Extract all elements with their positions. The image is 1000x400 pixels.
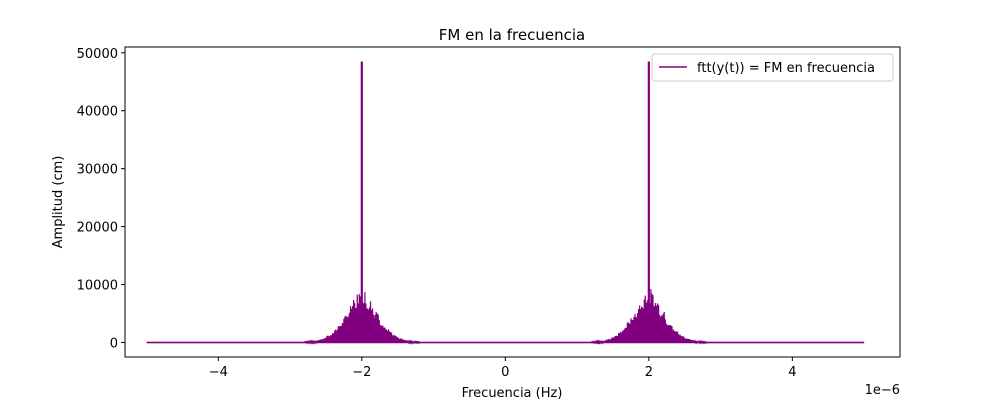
- x-axis-label: Frecuencia (Hz): [462, 386, 563, 400]
- legend-box: [651, 53, 894, 82]
- y-tick-label: 20000: [77, 221, 118, 236]
- y-tick-label: 50000: [77, 47, 118, 62]
- y-tick-label: 0: [110, 337, 118, 352]
- y-axis-label: Amplitud (cm): [51, 156, 66, 249]
- legend: ftt(y(t)) = FM en frecuencia: [651, 53, 894, 82]
- y-axis-ticks: 0 10000 20000 30000 40000 50000: [77, 47, 125, 352]
- series-layer: [146, 61, 865, 345]
- y-tick-label: 40000: [77, 105, 118, 120]
- legend-entry-label: ftt(y(t)) = FM en frecuencia: [697, 61, 875, 76]
- x-tick-label: 2: [645, 365, 653, 380]
- x-tick-label: −4: [209, 365, 228, 380]
- x-tick-label: 4: [788, 365, 796, 380]
- x-tick-label: −2: [352, 365, 371, 380]
- x-tick-label: 0: [501, 365, 509, 380]
- y-tick-label: 10000: [77, 279, 118, 294]
- x-axis-offset-text: 1e−6: [865, 383, 900, 398]
- plot-frame: [124, 46, 901, 358]
- y-tick-label: 30000: [77, 163, 118, 178]
- chart-title: FM en la frecuencia: [439, 26, 585, 44]
- x-axis-ticks: −4 −2 0 2 4: [209, 357, 797, 380]
